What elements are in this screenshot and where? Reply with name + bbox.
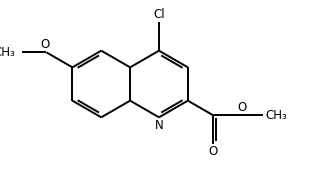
Text: CH₃: CH₃ (0, 46, 15, 59)
Text: Cl: Cl (153, 8, 165, 21)
Text: O: O (237, 101, 246, 114)
Text: O: O (12, 46, 21, 59)
Text: N: N (155, 119, 164, 132)
Text: O: O (40, 38, 49, 51)
Text: CH₃: CH₃ (265, 109, 287, 122)
Text: O: O (209, 145, 218, 158)
